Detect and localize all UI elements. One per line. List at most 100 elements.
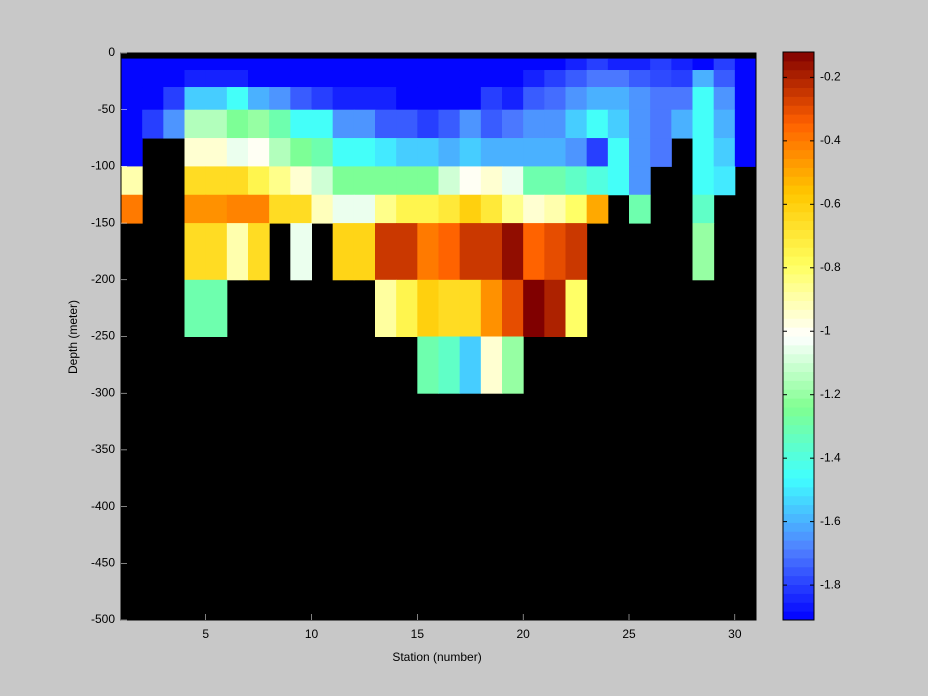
colorbar-step (783, 96, 814, 106)
y-tick-label: -500 (91, 612, 115, 626)
heatmap-cell (523, 166, 545, 196)
colorbar-step (783, 327, 814, 337)
heatmap-cell (480, 279, 503, 337)
colorbar-step (783, 265, 814, 275)
y-tick-label: -50 (98, 102, 116, 116)
colorbar-step (783, 52, 814, 62)
heatmap-cell (121, 58, 143, 71)
y-tick-label: -350 (91, 442, 115, 456)
heatmap-cell (396, 223, 418, 281)
colorbar-step (783, 309, 814, 319)
colorbar-tick-label: -1.8 (820, 577, 841, 591)
heatmap-cell (459, 87, 482, 111)
heatmap-cell (332, 58, 355, 71)
colorbar-step (783, 540, 814, 550)
heatmap-cell (311, 70, 334, 88)
colorbar-step (783, 566, 814, 577)
heatmap-cell (459, 138, 482, 167)
heatmap-cell (438, 336, 461, 394)
colorbar-step (783, 602, 814, 612)
heatmap-cell (713, 58, 736, 71)
heatmap-cell (205, 109, 228, 139)
heatmap-cell (523, 194, 545, 224)
heatmap-cell (353, 70, 376, 88)
heatmap-cell (734, 109, 757, 139)
colorbar-step (783, 194, 814, 204)
heatmap-cell (565, 138, 588, 167)
colorbar-step (783, 513, 814, 523)
heatmap-cell (121, 70, 143, 88)
heatmap-cell (586, 138, 609, 167)
colorbar-step (783, 442, 814, 452)
colorbar-step (783, 167, 814, 177)
heatmap-cell (375, 223, 397, 281)
heatmap-cell (332, 138, 355, 167)
colorbar-step (783, 105, 814, 115)
heatmap-cell (650, 58, 672, 71)
heatmap-cell (332, 194, 355, 224)
heatmap-cell (205, 87, 228, 111)
heatmap-cell (248, 138, 270, 167)
heatmap-cell (523, 223, 545, 281)
heatmap-cell (205, 194, 228, 224)
colorbar-step (783, 460, 814, 470)
heatmap-cell (502, 194, 524, 224)
colorbar-step (783, 469, 814, 479)
heatmap-cell (586, 70, 609, 88)
heatmap-cell (184, 138, 207, 167)
heatmap-cell (544, 166, 566, 196)
colorbar-step (783, 273, 814, 284)
heatmap-cell (375, 109, 397, 139)
colorbar-step (783, 531, 814, 541)
heatmap-cell (121, 87, 143, 111)
heatmap-cell (353, 138, 376, 167)
colorbar-step (783, 211, 814, 222)
heatmap-cell (269, 109, 291, 139)
heatmap-cell (269, 58, 291, 71)
heatmap-cell (184, 223, 207, 281)
heatmap-cell (713, 109, 736, 139)
colorbar-step (783, 362, 814, 372)
heatmap-cell (713, 138, 736, 167)
heatmap-cell (502, 58, 524, 71)
y-tick-label: -400 (91, 499, 115, 513)
heatmap-cell (671, 109, 693, 139)
colorbar-step (783, 229, 814, 239)
heatmap-cell (629, 194, 651, 224)
heatmap-cell (502, 109, 524, 139)
colorbar-step (783, 611, 814, 621)
heatmap-cell (375, 279, 397, 337)
colorbar-step (783, 220, 814, 230)
heatmap-cell (438, 279, 461, 337)
heatmap-cell (332, 109, 355, 139)
heatmap-cell (184, 70, 207, 88)
heatmap-cell (163, 87, 185, 111)
x-tick-label: 30 (728, 627, 742, 641)
colorbar-step (783, 158, 814, 168)
heatmap-cell (417, 70, 439, 88)
heatmap-cell (544, 70, 566, 88)
heatmap-cell (523, 109, 545, 139)
heatmap-cell (205, 58, 228, 71)
heatmap-cell (121, 166, 143, 196)
heatmap-cell (671, 58, 693, 71)
colorbar-tick-label: -0.2 (820, 70, 841, 84)
heatmap-cell (205, 223, 228, 281)
heatmap-cell (565, 194, 588, 224)
heatmap-cell (734, 70, 757, 88)
heatmap-cell (184, 279, 207, 337)
heatmap-cell (184, 87, 207, 111)
heatmap-cell (692, 194, 715, 224)
colorbar-step (783, 415, 814, 426)
heatmap-cell (417, 58, 439, 71)
heatmap-cell (502, 279, 524, 337)
colorbar-step (783, 149, 814, 159)
colorbar-step (783, 202, 814, 213)
heatmap-cell (417, 279, 439, 337)
heatmap-cell (586, 166, 609, 196)
heatmap-cell (163, 58, 185, 71)
heatmap-cell (290, 109, 312, 139)
colorbar-step (783, 433, 814, 443)
heatmap-cell (523, 58, 545, 71)
